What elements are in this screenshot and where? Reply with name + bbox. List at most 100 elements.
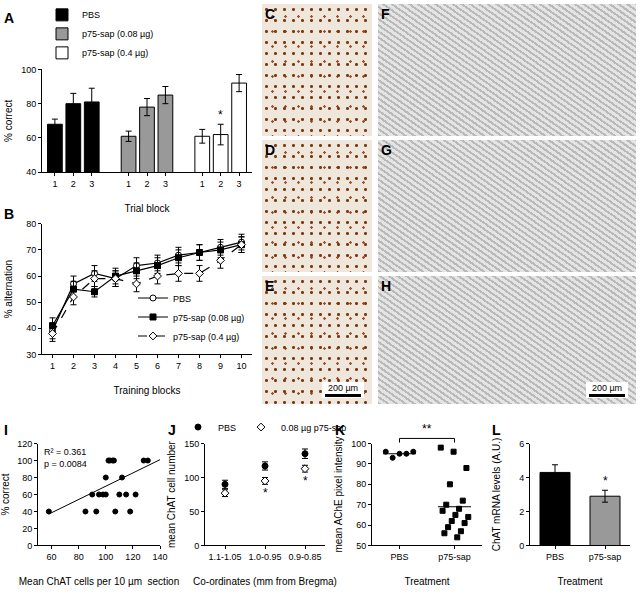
svg-text:PBS: PBS <box>173 293 191 303</box>
html-text:C: C <box>265 6 276 22</box>
svg-text:10: 10 <box>236 361 246 371</box>
svg-text:A: A <box>4 10 14 26</box>
svg-text:40: 40 <box>26 323 36 333</box>
svg-text:60: 60 <box>356 520 366 530</box>
svg-text:p75-sap (0.4 µg): p75-sap (0.4 µg) <box>173 331 239 341</box>
svg-text:3: 3 <box>237 179 242 189</box>
svg-text:80: 80 <box>356 479 366 489</box>
svg-text:5: 5 <box>134 361 139 371</box>
svg-text:*: * <box>218 108 223 122</box>
html-text:E: E <box>265 278 275 294</box>
html-text:G: G <box>381 142 392 158</box>
svg-text:R² = 0.361p = 0.0084: R² = 0.361p = 0.0084 <box>44 447 87 469</box>
svg-text:3: 3 <box>89 179 94 189</box>
svg-text:0.08 µg p75-sap: 0.08 µg p75-sap <box>281 423 346 433</box>
svg-text:PBS: PBS <box>218 423 236 433</box>
svg-text:60: 60 <box>22 490 32 500</box>
svg-text:**: ** <box>422 422 432 436</box>
svg-text:1.1-1.05: 1.1-1.05 <box>208 552 241 562</box>
svg-text:1: 1 <box>126 179 131 189</box>
svg-text:% correct: % correct <box>0 473 11 515</box>
svg-text:p75-sap: p75-sap <box>438 552 471 562</box>
svg-text:*: * <box>603 474 608 488</box>
svg-text:70: 70 <box>356 500 366 510</box>
svg-text:80: 80 <box>74 552 84 562</box>
svg-text:PBS: PBS <box>546 552 564 562</box>
svg-text:J: J <box>168 422 176 438</box>
svg-text:8: 8 <box>197 361 202 371</box>
svg-text:p75-sap: p75-sap <box>589 552 622 562</box>
svg-text:I: I <box>4 422 8 438</box>
svg-text:% alternation: % alternation <box>3 260 14 318</box>
svg-text:120: 120 <box>125 552 140 562</box>
svg-text:Trial block: Trial block <box>124 203 170 214</box>
svg-text:40: 40 <box>22 507 32 517</box>
svg-text:100: 100 <box>17 456 32 466</box>
svg-text:Mean ChAT cells per 10 µm sec: Mean ChAT cells per 10 µm section <box>19 576 179 587</box>
html-text:D: D <box>265 142 276 158</box>
svg-text:2: 2 <box>71 361 76 371</box>
svg-text:150: 150 <box>184 439 199 449</box>
svg-text:100: 100 <box>351 439 366 449</box>
svg-text:9: 9 <box>218 361 223 371</box>
svg-text:60: 60 <box>47 552 57 562</box>
svg-text:6: 6 <box>155 361 160 371</box>
svg-text:4: 4 <box>113 361 118 371</box>
svg-text:50: 50 <box>356 541 366 551</box>
svg-text:7: 7 <box>176 361 181 371</box>
html-text:H: H <box>381 278 392 294</box>
svg-text:L: L <box>492 422 501 438</box>
svg-text:30: 30 <box>26 350 36 360</box>
svg-text:K: K <box>335 422 345 438</box>
svg-text:100: 100 <box>98 552 113 562</box>
svg-text:mean AChE pixel intensity: mean AChE pixel intensity <box>333 436 344 552</box>
svg-text:4: 4 <box>519 473 524 483</box>
svg-text:60: 60 <box>26 271 36 281</box>
svg-text:20: 20 <box>22 524 32 534</box>
svg-text:Treatment: Treatment <box>557 576 602 587</box>
svg-text:80: 80 <box>26 219 36 229</box>
svg-text:Co-ordinates (mm from Bregma): Co-ordinates (mm from Bregma) <box>193 576 337 587</box>
svg-text:40: 40 <box>26 167 36 177</box>
svg-text:p75-sap (0.4 µg): p75-sap (0.4 µg) <box>82 48 148 58</box>
svg-text:120: 120 <box>17 439 32 449</box>
svg-text:0: 0 <box>27 541 32 551</box>
svg-text:2: 2 <box>144 179 149 189</box>
svg-text:3: 3 <box>92 361 97 371</box>
svg-text:50: 50 <box>26 297 36 307</box>
html-text:200 µm: 200 µm <box>327 383 359 393</box>
svg-text:2: 2 <box>519 507 524 517</box>
svg-text:0: 0 <box>519 541 524 551</box>
svg-text:1: 1 <box>50 361 55 371</box>
svg-text:ChAT mRNA levels (A.U.): ChAT mRNA levels (A.U.) <box>491 438 502 552</box>
svg-text:Training blocks: Training blocks <box>114 385 181 396</box>
svg-text:80: 80 <box>22 473 32 483</box>
svg-text:90: 90 <box>356 459 366 469</box>
svg-text:3: 3 <box>163 179 168 189</box>
svg-text:50: 50 <box>189 507 199 517</box>
svg-text:PBS: PBS <box>390 552 408 562</box>
svg-text:B: B <box>4 206 14 222</box>
svg-text:% correct: % correct <box>3 99 14 141</box>
svg-text:*: * <box>303 474 308 488</box>
svg-text:70: 70 <box>26 245 36 255</box>
svg-text:100: 100 <box>184 473 199 483</box>
svg-text:*: * <box>263 486 268 500</box>
svg-text:2: 2 <box>71 179 76 189</box>
svg-text:Treatment: Treatment <box>404 576 449 587</box>
svg-text:PBS: PBS <box>82 10 100 20</box>
svg-text:140: 140 <box>152 552 167 562</box>
svg-text:mean ChAT cell number: mean ChAT cell number <box>166 440 177 548</box>
svg-text:0.9-0.85: 0.9-0.85 <box>288 552 321 562</box>
svg-text:1: 1 <box>52 179 57 189</box>
svg-text:6: 6 <box>519 439 524 449</box>
svg-text:p75-sap (0.08 µg): p75-sap (0.08 µg) <box>82 29 153 39</box>
svg-text:p75-sap (0.08 µg): p75-sap (0.08 µg) <box>173 312 244 322</box>
svg-text:1.0-0.95: 1.0-0.95 <box>248 552 281 562</box>
svg-text:80: 80 <box>26 99 36 109</box>
svg-text:100: 100 <box>21 65 36 75</box>
svg-text:60: 60 <box>26 133 36 143</box>
svg-text:1: 1 <box>200 179 205 189</box>
svg-text:0: 0 <box>194 541 199 551</box>
svg-text:2: 2 <box>218 179 223 189</box>
